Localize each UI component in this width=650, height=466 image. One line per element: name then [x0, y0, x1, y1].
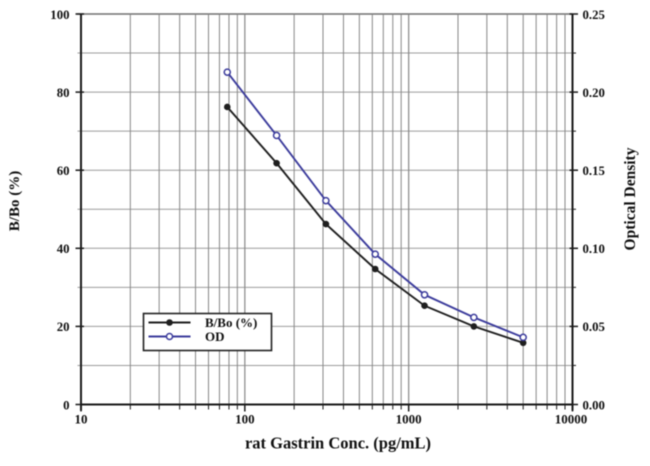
svg-text:40: 40 [57, 242, 70, 256]
svg-text:0.00: 0.00 [583, 398, 605, 412]
svg-text:0: 0 [63, 398, 69, 412]
svg-text:20: 20 [57, 320, 70, 334]
svg-text:OD: OD [205, 329, 225, 344]
svg-text:B/Bo (%): B/Bo (%) [7, 171, 23, 231]
svg-text:0.05: 0.05 [583, 320, 605, 334]
svg-text:0.25: 0.25 [583, 8, 605, 22]
svg-text:Optical Density: Optical Density [622, 147, 639, 250]
svg-text:100: 100 [235, 412, 255, 427]
svg-text:0.10: 0.10 [583, 242, 605, 256]
svg-text:80: 80 [57, 86, 70, 100]
svg-text:100: 100 [50, 8, 69, 22]
svg-text:10: 10 [75, 412, 88, 427]
svg-text:60: 60 [57, 164, 70, 178]
svg-text:10000: 10000 [555, 412, 588, 427]
svg-text:1000: 1000 [396, 412, 422, 427]
svg-text:B/Bo (%): B/Bo (%) [205, 315, 257, 330]
svg-text:rat Gastrin Conc. (pg/mL): rat Gastrin Conc. (pg/mL) [245, 434, 431, 453]
svg-text:0.20: 0.20 [583, 86, 605, 100]
svg-text:0.15: 0.15 [583, 164, 605, 178]
